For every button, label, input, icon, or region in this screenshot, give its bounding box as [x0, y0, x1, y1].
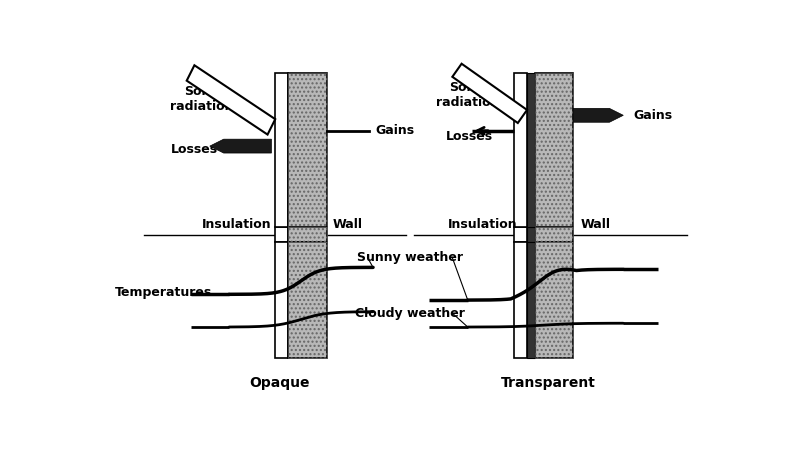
Bar	[527, 73, 534, 227]
Text: Wall: Wall	[333, 218, 363, 231]
Bar	[275, 227, 288, 242]
Text: Insulation: Insulation	[202, 218, 271, 231]
Bar	[534, 73, 574, 227]
Text: Temperatures: Temperatures	[115, 286, 212, 299]
Text: Solar
radiation: Solar radiation	[436, 81, 499, 109]
Text: Gains: Gains	[375, 124, 414, 137]
Bar	[275, 242, 288, 358]
Text: Wall: Wall	[581, 218, 611, 231]
FancyArrow shape	[210, 139, 271, 153]
Text: Opaque: Opaque	[249, 375, 310, 390]
Bar	[534, 227, 574, 242]
Text: Losses: Losses	[446, 129, 493, 143]
Bar	[527, 227, 534, 242]
Bar	[288, 242, 327, 358]
Text: Insulation: Insulation	[448, 218, 518, 231]
Text: Transparent: Transparent	[501, 375, 596, 390]
Bar	[514, 242, 527, 358]
Bar	[534, 227, 574, 242]
Bar	[275, 73, 288, 227]
Bar	[288, 73, 327, 227]
Text: Cloudy weather: Cloudy weather	[355, 307, 465, 320]
Text: Gains: Gains	[634, 109, 673, 122]
Bar	[534, 242, 574, 358]
Bar	[514, 73, 527, 227]
Text: Sunny weather: Sunny weather	[357, 251, 463, 264]
Polygon shape	[186, 65, 275, 134]
Bar	[288, 73, 327, 227]
Bar	[288, 227, 327, 242]
Bar	[534, 242, 574, 358]
Bar	[288, 242, 327, 358]
Text: Solar
radiation: Solar radiation	[170, 84, 234, 113]
Polygon shape	[452, 64, 527, 123]
FancyArrow shape	[574, 109, 623, 122]
Text: Losses: Losses	[170, 143, 218, 157]
Bar	[534, 73, 574, 227]
Bar	[514, 227, 527, 242]
Bar	[288, 227, 327, 242]
Bar	[527, 242, 534, 358]
